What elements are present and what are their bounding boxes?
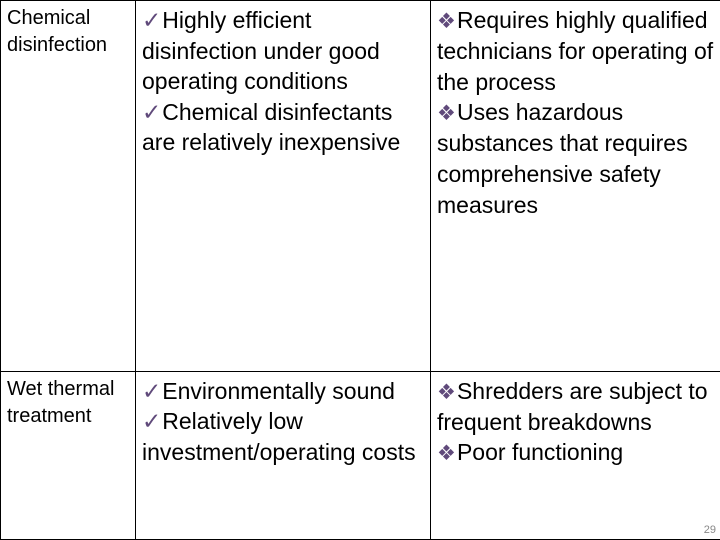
item-text: Highly efficient disinfection under good… [142, 7, 380, 94]
list-item: ❖Poor functioning [437, 437, 714, 468]
diamond-icon: ❖ [437, 381, 456, 404]
row-label-cell: Chemical disinfection [1, 1, 136, 372]
table-row: Chemical disinfection ✓Highly efficient … [1, 1, 720, 372]
row-label-cell: Wet thermal treatment [1, 371, 136, 539]
page-number: 29 [704, 524, 716, 536]
item-text: Requires highly qualified technicians fo… [437, 7, 713, 95]
list-item: ❖Uses hazardous substances that requires… [437, 97, 714, 220]
diamond-icon: ❖ [437, 102, 456, 125]
check-icon: ✓ [142, 408, 161, 434]
diamond-icon: ❖ [437, 442, 456, 465]
row-label-text: Wet thermal treatment [7, 378, 114, 427]
item-text: Uses hazardous substances that requires … [437, 99, 688, 217]
diamond-icon: ❖ [437, 10, 456, 33]
row-label-text: Chemical disinfection [7, 7, 107, 56]
cons-cell: ❖Requires highly qualified technicians f… [431, 1, 720, 372]
comparison-table: Chemical disinfection ✓Highly efficient … [0, 0, 720, 540]
check-icon: ✓ [142, 378, 161, 404]
list-item: ✓Chemical disinfectants are relatively i… [142, 97, 424, 158]
table-row: Wet thermal treatment ✓Environmentally s… [1, 371, 720, 539]
pros-cell: ✓Highly efficient disinfection under goo… [136, 1, 431, 372]
list-item: ✓Relatively low investment/operating cos… [142, 406, 424, 467]
list-item: ✓Highly efficient disinfection under goo… [142, 5, 424, 97]
check-icon: ✓ [142, 7, 161, 33]
list-item: ❖Requires highly qualified technicians f… [437, 5, 714, 97]
item-text: Poor functioning [457, 439, 623, 465]
item-text: Environmentally sound [162, 378, 395, 404]
list-item: ❖Shredders are subject to frequent break… [437, 376, 714, 438]
item-text: Chemical disinfectants are relatively in… [142, 99, 400, 156]
item-text: Shredders are subject to frequent breakd… [437, 378, 708, 435]
list-item: ✓Environmentally sound [142, 376, 424, 407]
check-icon: ✓ [142, 99, 161, 125]
cons-cell: ❖Shredders are subject to frequent break… [431, 371, 720, 539]
item-text: Relatively low investment/operating cost… [142, 408, 416, 465]
pros-cell: ✓Environmentally sound ✓Relatively low i… [136, 371, 431, 539]
